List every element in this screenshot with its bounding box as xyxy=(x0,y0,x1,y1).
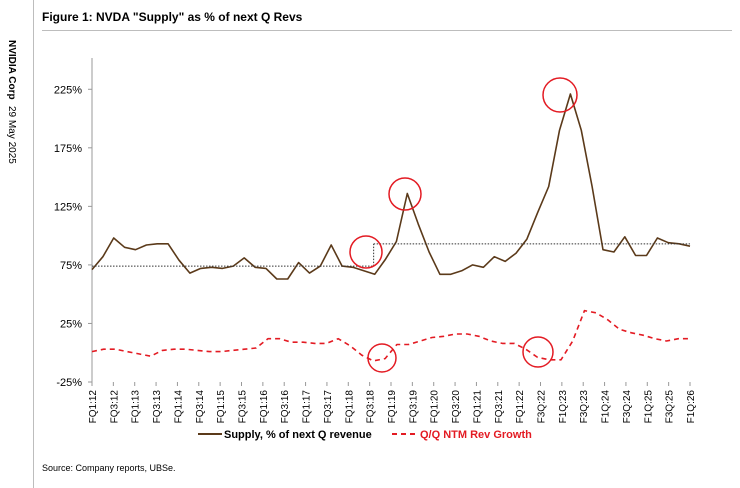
source-note: Source: Company reports, UBSe. xyxy=(42,463,176,473)
x-tick-label: FQ1:18 xyxy=(344,390,355,424)
x-tick-label: FQ3:12 xyxy=(109,390,120,424)
x-tick-label: F1Q:23 xyxy=(558,390,569,424)
company-name: NVIDIA Corp xyxy=(6,40,17,100)
y-tick-label: -25% xyxy=(56,377,82,389)
x-tick-label: F3Q:23 xyxy=(579,390,590,424)
x-tick-label: FQ1:22 xyxy=(515,390,526,424)
x-tick-label: F3Q:25 xyxy=(665,390,676,424)
x-tick-label: FQ1:12 xyxy=(88,390,99,424)
side-label: NVIDIA Corp 29 May 2025 xyxy=(6,40,17,164)
x-tick-label: FQ3:18 xyxy=(366,390,377,424)
highlight-circle xyxy=(388,177,422,211)
legend-growth-label: Q/Q NTM Rev Growth xyxy=(420,429,532,441)
y-tick-label: 175% xyxy=(54,143,82,155)
x-tick-label: F1Q:26 xyxy=(686,390,697,424)
x-tick-label: F1Q:24 xyxy=(601,390,612,424)
y-tick-label: 225% xyxy=(54,84,82,96)
x-tick-label: FQ3:13 xyxy=(152,390,163,424)
sidebar-divider xyxy=(33,0,34,488)
highlight-circle xyxy=(349,235,383,269)
supply-series-line xyxy=(91,93,691,280)
x-tick-label: FQ3:19 xyxy=(408,390,419,424)
figure-title: Figure 1: NVDA "Supply" as % of next Q R… xyxy=(42,10,303,24)
y-tick-label: 75% xyxy=(60,260,82,272)
x-tick-label: F3Q:22 xyxy=(537,390,548,424)
legend-supply-label: Supply, % of next Q revenue xyxy=(224,429,372,441)
highlight-circle xyxy=(522,336,554,368)
x-tick-label: FQ1:20 xyxy=(430,390,441,424)
y-tick-label: 25% xyxy=(60,318,82,330)
highlight-circle xyxy=(367,343,397,373)
y-tick-label: 125% xyxy=(54,201,82,213)
report-date: 29 May 2025 xyxy=(6,106,17,165)
x-tick-label: FQ1:19 xyxy=(387,390,398,424)
x-tick-label: FQ1:16 xyxy=(259,390,270,424)
x-tick-label: FQ3:21 xyxy=(494,390,505,424)
title-divider xyxy=(42,30,732,31)
sidebar: NVIDIA Corp 29 May 2025 xyxy=(0,0,34,488)
x-tick-label: FQ3:15 xyxy=(238,390,249,424)
growth-series-line xyxy=(91,309,690,362)
x-tick-label: FQ3:16 xyxy=(280,390,291,424)
x-tick-label: FQ1:13 xyxy=(131,390,142,424)
x-tick-label: FQ1:17 xyxy=(302,390,313,424)
x-tick-label: FQ3:20 xyxy=(451,390,462,424)
x-tick-label: F1Q:25 xyxy=(643,390,654,424)
highlight-circle xyxy=(542,77,578,113)
x-tick-label: FQ3:17 xyxy=(323,390,334,424)
x-tick-label: FQ1:15 xyxy=(216,390,227,424)
x-tick-label: F3Q:24 xyxy=(622,390,633,424)
x-tick-label: FQ1:14 xyxy=(173,390,184,424)
x-tick-label: FQ3:14 xyxy=(195,390,206,424)
x-tick-label: FQ1:21 xyxy=(472,390,483,424)
